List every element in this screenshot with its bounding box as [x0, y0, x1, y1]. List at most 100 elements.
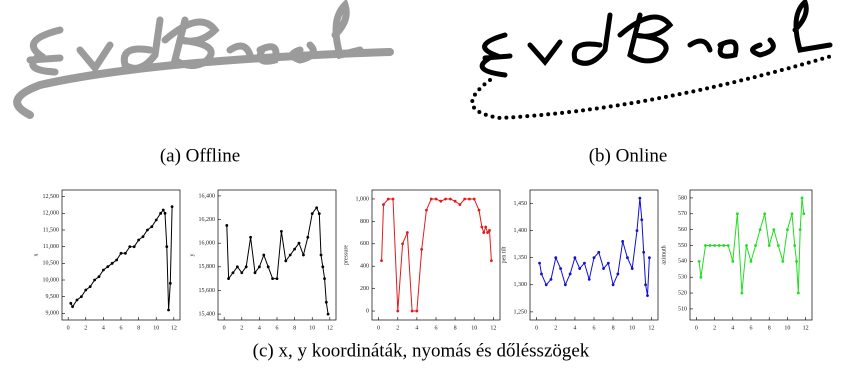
- data-point: [225, 224, 228, 227]
- data-point: [444, 198, 447, 201]
- data-point: [458, 203, 461, 206]
- y-tick-label: 10,500: [43, 261, 60, 267]
- data-point: [777, 244, 780, 247]
- data-point: [169, 282, 172, 285]
- data-point: [545, 283, 548, 286]
- y-tick-label: 16,200: [199, 217, 216, 223]
- y-axis-label: y: [189, 254, 195, 257]
- data-point: [380, 259, 383, 262]
- data-point: [439, 200, 442, 203]
- x-tick-label: 12: [648, 325, 654, 331]
- data-point: [745, 244, 748, 247]
- y-tick-label: 570: [678, 211, 687, 217]
- x-tick-label: 10: [153, 325, 159, 331]
- x-tick-label: 10: [471, 325, 477, 331]
- y-tick-label: 520: [678, 290, 687, 296]
- data-point: [69, 302, 72, 305]
- x-tick-label: 6: [435, 325, 438, 331]
- data-point: [698, 260, 701, 263]
- data-point: [454, 200, 457, 203]
- data-point: [171, 205, 174, 208]
- data-point: [750, 260, 753, 263]
- data-point: [227, 277, 230, 280]
- data-point: [245, 265, 248, 268]
- y-tick-label: 15,400: [199, 311, 216, 317]
- data-point: [137, 239, 140, 242]
- y-tick-label: 15,600: [199, 288, 216, 294]
- x-tick-label: 0: [535, 325, 538, 331]
- y-tick-label: 200: [360, 286, 369, 292]
- data-line: [540, 198, 650, 296]
- data-point: [644, 283, 647, 286]
- data-point: [315, 206, 318, 209]
- y-tick-label: 12,000: [43, 211, 60, 217]
- data-point: [133, 245, 136, 248]
- y-tick-label: 9,500: [46, 294, 60, 300]
- data-point: [736, 212, 739, 215]
- data-point: [463, 198, 466, 201]
- offline-signature: [17, 5, 390, 115]
- data-point: [420, 248, 423, 251]
- data-point: [155, 219, 158, 222]
- y-tick-label: 0: [366, 308, 369, 314]
- data-point: [801, 197, 804, 200]
- data-point: [569, 273, 572, 276]
- x-tick-label: 10: [629, 325, 635, 331]
- x-tick-label: 4: [415, 325, 418, 331]
- y-tick-label: 400: [360, 264, 369, 270]
- data-point: [564, 283, 567, 286]
- data-point: [763, 212, 766, 215]
- y-tick-label: 11,500: [43, 227, 59, 233]
- data-point: [289, 254, 292, 257]
- y-tick-label: 540: [678, 259, 687, 265]
- x-tick-label: 2: [240, 325, 243, 331]
- data-point: [128, 245, 131, 248]
- data-point: [550, 278, 553, 281]
- data-point: [759, 228, 762, 231]
- data-point: [793, 244, 796, 247]
- y-axis-label: x: [33, 254, 39, 257]
- data-point: [280, 230, 283, 233]
- data-point: [267, 265, 270, 268]
- data-point: [593, 256, 596, 259]
- data-point: [797, 292, 800, 295]
- y-tick-label: 560: [678, 227, 687, 233]
- y-tick-label: 1,400: [514, 228, 528, 234]
- x-tick-label: 2: [554, 325, 557, 331]
- data-point: [262, 254, 265, 257]
- data-point: [320, 254, 323, 257]
- x-tick-label: 12: [490, 325, 496, 331]
- data-point: [323, 277, 326, 280]
- data-point: [612, 283, 615, 286]
- y-tick-label: 16,000: [199, 241, 216, 247]
- plot-frame: [372, 190, 500, 320]
- data-point: [704, 244, 707, 247]
- y-axis-label: azimuth: [661, 245, 667, 264]
- data-point: [490, 259, 493, 262]
- data-point: [302, 254, 305, 257]
- data-point: [538, 262, 541, 265]
- x-tick-label: 12: [327, 325, 333, 331]
- caption-b: (b) Online: [589, 145, 668, 166]
- data-point: [111, 262, 114, 265]
- data-point: [311, 212, 314, 215]
- data-point: [327, 313, 330, 316]
- y-tick-label: 12,500: [43, 194, 60, 200]
- data-point: [573, 256, 576, 259]
- data-point: [740, 292, 743, 295]
- x-tick-label: 0: [223, 325, 226, 331]
- data-point: [240, 271, 243, 274]
- data-point: [559, 267, 562, 270]
- data-point: [271, 277, 274, 280]
- caption-a: (a) Offline: [160, 145, 240, 166]
- data-point: [284, 260, 287, 263]
- y-tick-label: 1,300: [514, 282, 528, 288]
- data-line: [71, 207, 172, 310]
- x-tick-label: 12: [171, 325, 177, 331]
- x-tick-label: 4: [573, 325, 576, 331]
- x-tick-label: 10: [309, 325, 315, 331]
- data-point: [731, 260, 734, 263]
- y-tick-label: 15,800: [199, 264, 216, 270]
- x-tick-label: 6: [593, 325, 596, 331]
- y-tick-label: 1,450: [514, 201, 528, 207]
